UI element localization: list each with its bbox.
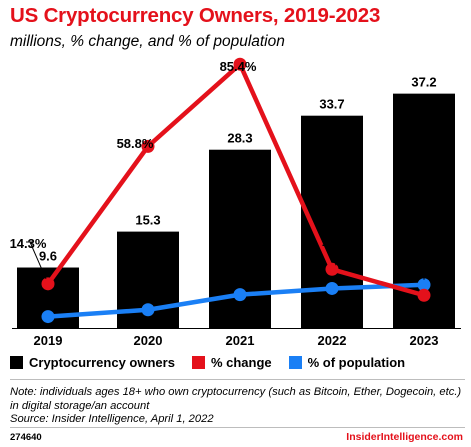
- footnote-source: Source: Insider Intelligence, April 1, 2…: [10, 413, 214, 425]
- chart-title: US Cryptocurrency Owners, 2019-2023: [10, 4, 381, 27]
- x-tick-label-2021: 2021: [226, 333, 255, 348]
- legend-swatch-change: [191, 355, 205, 369]
- chart-legend: Cryptocurrency owners % change % of popu…: [10, 353, 422, 371]
- change-label-2020: 58.8%: [117, 136, 154, 151]
- footnote-note: Note: individuals ages 18+ who own crypt…: [10, 386, 462, 412]
- legend-label-owners: Cryptocurrency owners: [29, 354, 175, 370]
- x-tick-label-2020: 2020: [134, 333, 163, 348]
- divider-top: [10, 379, 465, 380]
- legend-item-population: % of population: [288, 354, 406, 370]
- brand-logo-text: InsiderIntelligence.com: [346, 431, 463, 443]
- population-point-2019: [41, 310, 55, 324]
- footnote: Note: individuals ages 18+ who own crypt…: [10, 386, 465, 427]
- change-point-2020: [141, 139, 155, 153]
- combo-chart: 9.6 15.3 28.3 33.7 37.2 2019 2020 2021 2022 2023 1…: [10, 57, 461, 348]
- change-label-2019: 14.3%: [10, 236, 47, 251]
- population-label-2023: 14.0%: [406, 260, 443, 275]
- change-label-2021: 85.4%: [220, 59, 257, 74]
- legend-item-change: % change: [191, 354, 272, 370]
- bar-value-label-2021: 28.3: [227, 131, 252, 146]
- population-point-2022: [325, 281, 339, 295]
- change-point-2023: [417, 288, 431, 302]
- change-label-2022: 19.0%: [322, 234, 359, 249]
- legend-label-change: % change: [210, 354, 272, 370]
- legend-swatch-owners: [10, 355, 23, 369]
- change-point-2022: [325, 262, 339, 276]
- x-tick-label-2022: 2022: [318, 333, 347, 348]
- population-label-2021: 10.8%: [220, 269, 257, 284]
- chart-subtitle: millions, % change, and % of population: [10, 33, 285, 50]
- bar-value-label-2020: 15.3: [135, 213, 160, 228]
- population-label-2019: 3.7%: [21, 292, 51, 307]
- chart-id: 274640: [10, 432, 42, 443]
- population-point-2021: [233, 288, 247, 302]
- legend-item-owners: Cryptocurrency owners: [10, 355, 175, 370]
- change-label-2023: 10.6%: [412, 305, 449, 320]
- bar-value-label-2019: 9.6: [39, 249, 57, 264]
- population-label-2020: 5.9%: [120, 287, 150, 302]
- population-point-2023: [417, 278, 431, 292]
- population-label-2022: 12.8%: [319, 295, 356, 310]
- legend-swatch-population: [288, 355, 302, 369]
- leader-line-change-2022: [331, 249, 337, 266]
- bar-value-label-2022: 33.7: [319, 97, 344, 112]
- divider-bottom: [10, 427, 465, 428]
- bar-value-label-2023: 37.2: [411, 75, 436, 90]
- bar-2021: [209, 149, 271, 328]
- x-tick-label-2023: 2023: [410, 333, 439, 348]
- leader-line-change-2019-b: [29, 241, 47, 280]
- legend-label-population: % of population: [307, 354, 406, 370]
- x-tick-label-2019: 2019: [34, 333, 63, 348]
- population-point-2020: [141, 303, 155, 317]
- change-point-2019: [41, 277, 55, 291]
- change-point-2021: [233, 57, 247, 71]
